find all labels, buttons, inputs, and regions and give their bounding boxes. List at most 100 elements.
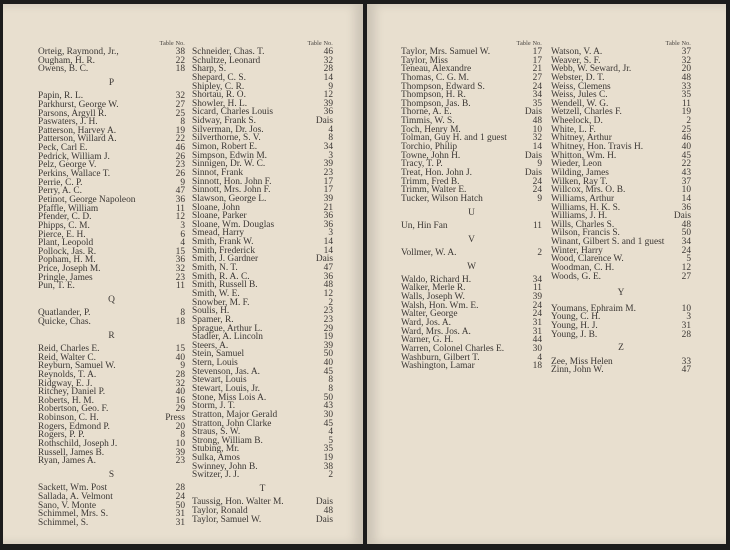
table-number: 2 xyxy=(328,297,333,308)
guest-name: Weiss, Clemens xyxy=(551,81,611,92)
guest-row: Whitton, Wm. H. 45 xyxy=(551,151,691,161)
table-number: 9 xyxy=(328,81,333,92)
guest-name: Winant, Gilbert S. and 1 guest xyxy=(551,237,665,248)
table-number: 43 xyxy=(323,401,333,412)
table-number: 26 xyxy=(175,151,185,162)
guest-name: Parkhurst, George W. xyxy=(38,99,119,110)
guest-name: Thorne, A. E. xyxy=(401,107,452,118)
table-number: 38 xyxy=(323,461,333,472)
guest-name: Webb, W. Seward, Jr. xyxy=(551,64,632,75)
guest-row: Thompson, Jas. B. 35 xyxy=(401,99,542,109)
table-number: Dais xyxy=(524,167,542,178)
table-number: 29 xyxy=(175,404,185,415)
guest-row: Robinson, C. H. Press xyxy=(38,414,185,423)
guest-name: Youmans, Ephraim M. xyxy=(551,303,636,314)
guest-row: Rogers, Edmond P. 20 xyxy=(38,421,185,432)
guest-row: Wood, Clarence W. 5 xyxy=(551,255,691,264)
table-number: 3 xyxy=(180,220,185,231)
guest-name: Sinnigen, Dr. W. C. xyxy=(192,159,266,170)
guest-name: Willcox, Mrs. O. B. xyxy=(551,185,626,196)
table-number: 36 xyxy=(323,219,333,230)
guest-row: Sinnigen, Dr. W. C. 39 xyxy=(192,160,333,169)
table-number: 39 xyxy=(323,193,333,204)
table-number: 22 xyxy=(175,134,185,145)
section-letter-z: Z xyxy=(551,339,691,357)
table-number: 17 xyxy=(532,55,542,66)
guest-name: Shipley, C. R. xyxy=(192,81,245,92)
guest-name: Steers, A. xyxy=(192,340,229,351)
guest-row: Sloane, John 21 xyxy=(192,203,333,213)
guest-name: Thompson, H. R. xyxy=(401,90,466,101)
guest-row: Pelz, George V. 23 xyxy=(38,161,185,170)
guest-name: Tolman, Guy H. and 1 guest xyxy=(401,133,507,144)
table-number: 33 xyxy=(681,81,691,92)
guest-row: Popham, H. M. 36 xyxy=(38,256,185,265)
guest-row: Taylor, Miss 17 xyxy=(401,55,542,66)
table-number: 4 xyxy=(180,238,185,249)
guest-row: Roberts, H. M. 16 xyxy=(38,396,185,406)
guest-row: Pollock, Jas. R. 15 xyxy=(38,247,185,257)
table-number: 10 xyxy=(681,185,691,196)
table-number: 3 xyxy=(328,150,333,161)
guest-name: Whitney, Hon. Travis H. xyxy=(551,142,644,153)
guest-row: Young, J. B. 28 xyxy=(551,330,691,340)
guest-name: Warner, G. H. xyxy=(401,335,454,346)
guest-name: Williams, Arthur xyxy=(551,193,615,204)
guest-row: Perrie, C. P. 9 xyxy=(38,177,185,188)
table-number: 32 xyxy=(175,91,185,102)
guest-name: Smith, Frederick xyxy=(192,245,256,256)
table-number: 9 xyxy=(180,177,185,188)
table-number: 39 xyxy=(175,447,185,458)
section-letter: W xyxy=(467,261,476,272)
guest-row: Stewart, Louis 8 xyxy=(192,376,333,385)
guest-name: Zee, Miss Helen xyxy=(551,356,613,367)
table-number: Dais xyxy=(315,254,333,265)
guest-name: Washburn, Gilbert T. xyxy=(401,352,480,363)
guest-name: Zinn, John W. xyxy=(551,365,604,376)
guest-name: Rogers, Edmond P. xyxy=(38,421,110,432)
guest-row: Shipley, C. R. 9 xyxy=(192,81,333,92)
guest-name: Wills, Charles S. xyxy=(551,219,615,230)
guest-row: Shepard, C. S. 14 xyxy=(192,73,333,83)
guest-row: Timmis, W. S. 48 xyxy=(401,117,542,126)
guest-name: Sulka, Amos xyxy=(192,453,240,464)
table-number: 36 xyxy=(681,202,691,213)
table-number: 47 xyxy=(323,263,333,274)
guest-row: Taylor, Samuel W. Dais xyxy=(192,515,333,525)
guest-row: Smith, J. Gardner Dais xyxy=(192,255,333,264)
guest-row: Simon, Robert E. 34 xyxy=(192,143,333,152)
guest-name: Warren, Colonel Charles E. xyxy=(401,343,505,354)
guest-row: Sidway, Frank S. Dais xyxy=(192,117,333,126)
guest-row: Thompson, Edward S. 24 xyxy=(401,82,542,92)
guest-row: Taylor, Mrs. Samuel W. 17 xyxy=(401,47,542,57)
guest-name: Rothschild, Joseph J. xyxy=(38,439,118,450)
guest-row: Showler, H. L. 39 xyxy=(192,99,333,109)
guest-name: Schneider, Chas. T. xyxy=(192,47,265,57)
guest-name: Reynolds, T. A. xyxy=(38,369,97,380)
guest-row: Parsons, Argyll R. 25 xyxy=(38,109,185,119)
table-number: 14 xyxy=(323,237,333,248)
guest-name: Russell, James B. xyxy=(38,447,105,458)
section-letter-w: W xyxy=(401,258,542,276)
table-number: 9 xyxy=(537,159,542,170)
guest-name: Pfender, C. D. xyxy=(38,212,92,223)
guest-row: Reid, Charles E. 15 xyxy=(38,344,185,354)
guest-row: Patterson, Willard A. 22 xyxy=(38,135,185,144)
guest-name: Vollmer, W. A. xyxy=(401,247,457,258)
table-number: 17 xyxy=(532,47,542,57)
table-number: 12 xyxy=(175,212,185,223)
guest-name: Perrie, C. P. xyxy=(38,177,83,188)
guest-row: Sackett, Wm. Post 28 xyxy=(38,484,185,493)
table-number: 14 xyxy=(532,142,542,153)
guest-row: Wilson, Francis S. 50 xyxy=(551,229,691,238)
guest-row: Strong, William B. 5 xyxy=(192,436,333,446)
guest-name: Smead, Harry xyxy=(192,228,245,239)
table-number: 44 xyxy=(532,335,542,346)
guest-name: Pierce, E. H. xyxy=(38,229,86,240)
guest-row: Thomas, C. G. M. 27 xyxy=(401,72,542,83)
table-number: 36 xyxy=(323,107,333,118)
table-number: 48 xyxy=(532,116,542,127)
table-number: 36 xyxy=(175,255,185,266)
table-number: 11 xyxy=(532,220,542,231)
table-number: 27 xyxy=(532,72,542,83)
